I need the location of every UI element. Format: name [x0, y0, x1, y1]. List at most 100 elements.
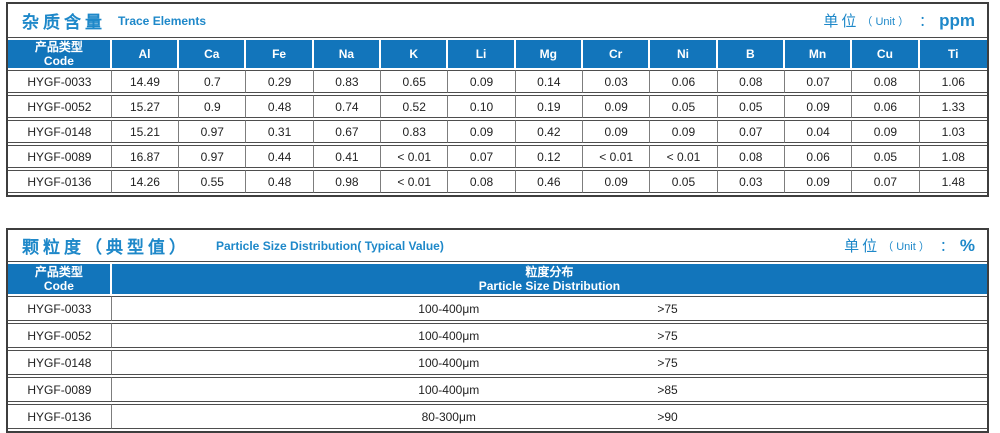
row-code: HYGF-0033 — [8, 70, 112, 93]
table-cell: 0.05 — [717, 95, 785, 118]
trace-elements-title-en: Trace Elements — [118, 13, 207, 28]
row-code: HYGF-0148 — [8, 350, 112, 375]
table-cell: 0.05 — [650, 95, 718, 118]
table-cell: 0.31 — [246, 120, 314, 143]
table-cell: 0.83 — [381, 120, 449, 143]
trace-elements-title-row: 杂质含量 Trace Elements 单位 （ Unit ） ： ppm — [8, 4, 987, 38]
table-cell: 0.08 — [852, 70, 920, 93]
particle-size-table: 产品类型 Code 粒度分布 Particle Size Distributio… — [8, 262, 987, 431]
table-row: HYGF-0148 15.21 0.97 0.31 0.67 0.83 0.09 0.42 0.… — [8, 120, 987, 143]
table-row: HYGF-0089 100-400μm >85 — [8, 377, 987, 402]
percentage-value: >75 — [657, 301, 678, 316]
trace-elements-title-zh: 杂质含量 — [22, 13, 106, 32]
table-cell: 0.9 — [179, 95, 247, 118]
table-cell: 1.08 — [919, 145, 987, 168]
table-cell: 0.09 — [784, 95, 853, 118]
row-code: HYGF-0089 — [8, 377, 112, 402]
table-cell: 1.48 — [919, 170, 987, 193]
size-range-value: 80-300μm — [421, 409, 476, 424]
table-cell: 0.04 — [784, 120, 853, 143]
table-cell: 0.07 — [448, 145, 516, 168]
table-cell: 0.10 — [448, 95, 516, 118]
particle-size-section: 颗粒度（典型值） Particle Size Distribution( Typ… — [6, 228, 989, 433]
table-cell: < 0.01 — [381, 145, 449, 168]
table-cell: 0.74 — [313, 95, 382, 118]
row-code: HYGF-0033 — [8, 296, 112, 321]
distribution-header-zh: 粒度分布 — [525, 265, 574, 279]
table-row: HYGF-0089 16.87 0.97 0.44 0.41 < 0.01 0.07 0.12… — [8, 145, 987, 168]
table-cell: 0.42 — [515, 120, 583, 143]
table-row: HYGF-0052 100-400μm >75 — [8, 323, 987, 348]
percentage-value: >90 — [657, 409, 678, 424]
column-header-fe: Fe — [246, 40, 314, 68]
table-cell: 0.07 — [852, 170, 920, 193]
table-cell: 0.14 — [515, 70, 583, 93]
table-cell: 0.98 — [313, 170, 382, 193]
table-cell: 0.09 — [852, 120, 920, 143]
particle-size-title-row: 颗粒度（典型值） Particle Size Distribution( Typ… — [8, 230, 987, 262]
table-cell: 0.7 — [179, 70, 247, 93]
row-code: HYGF-0148 — [8, 120, 112, 143]
unit-colon: ： — [919, 12, 934, 29]
table-cell: 15.27 — [111, 95, 180, 118]
unit-label-zh: 单位 — [823, 13, 860, 30]
table-cell: 0.55 — [179, 170, 247, 193]
distribution-cell: 100-400μm >75 — [111, 296, 987, 321]
table-cell: 14.26 — [111, 170, 180, 193]
table-cell: 0.19 — [515, 95, 583, 118]
trace-table-body: HYGF-0033 14.49 0.7 0.29 0.83 0.65 0.09 0.14 0.0… — [8, 70, 987, 193]
distribution-header-en: Particle Size Distribution — [478, 279, 621, 293]
row-code: HYGF-0052 — [8, 323, 112, 348]
unit-label-zh: 单位 — [844, 238, 881, 255]
unit-value-ppm: ppm — [939, 10, 975, 30]
table-cell: 0.03 — [583, 70, 651, 93]
column-header-al: Al — [111, 40, 180, 68]
table-cell: 0.65 — [381, 70, 449, 93]
distribution-cell: 100-400μm >85 — [111, 377, 987, 402]
table-cell: 15.21 — [111, 120, 180, 143]
table-cell: 0.05 — [650, 170, 718, 193]
table-row: HYGF-0148 100-400μm >75 — [8, 350, 987, 375]
percentage-value: >75 — [657, 355, 678, 370]
table-cell: 0.83 — [313, 70, 382, 93]
table-cell: 0.29 — [246, 70, 314, 93]
table-cell: 0.08 — [448, 170, 516, 193]
size-range-value: 100-400μm — [418, 382, 480, 397]
table-cell: 1.06 — [919, 70, 987, 93]
size-range-value: 100-400μm — [418, 328, 480, 343]
table-cell: 0.41 — [313, 145, 382, 168]
unit-label-en: （ Unit ） — [861, 15, 910, 28]
table-cell: 0.09 — [583, 95, 651, 118]
table-cell: 0.03 — [717, 170, 785, 193]
column-header-distribution: 粒度分布 Particle Size Distribution — [111, 264, 987, 294]
unit-value-percent: % — [959, 235, 975, 255]
row-code: HYGF-0136 — [8, 404, 112, 429]
column-header-mg: Mg — [515, 40, 583, 68]
table-cell: 0.12 — [515, 145, 583, 168]
table-cell: 0.67 — [313, 120, 382, 143]
table-cell: 0.97 — [179, 145, 247, 168]
column-header-code: 产品类型 Code — [8, 40, 112, 68]
column-header-cu: Cu — [852, 40, 920, 68]
table-cell: 0.44 — [246, 145, 314, 168]
table-cell: 16.87 — [111, 145, 180, 168]
column-header-cr: Cr — [583, 40, 651, 68]
code-header-zh: 产品类型 — [34, 265, 83, 279]
table-cell: 0.09 — [583, 120, 651, 143]
table-cell: 0.05 — [852, 145, 920, 168]
table-cell: 0.08 — [717, 70, 785, 93]
table-row: HYGF-0136 80-300μm >90 — [8, 404, 987, 429]
psd-table-body: HYGF-0033 100-400μm >75 HYGF-0052 100-400μm >… — [8, 296, 987, 429]
table-cell: 0.09 — [448, 120, 516, 143]
distribution-cell: 80-300μm >90 — [111, 404, 987, 429]
table-cell: 0.07 — [784, 70, 853, 93]
table-cell: 0.06 — [852, 95, 920, 118]
row-code: HYGF-0136 — [8, 170, 112, 193]
size-range-value: 100-400μm — [418, 301, 480, 316]
table-row: HYGF-0052 15.27 0.9 0.48 0.74 0.52 0.10 0.19 0.0… — [8, 95, 987, 118]
unit-colon: ： — [939, 237, 954, 254]
table-cell: 0.08 — [717, 145, 785, 168]
size-range-value: 100-400μm — [418, 355, 480, 370]
table-row: HYGF-0033 14.49 0.7 0.29 0.83 0.65 0.09 0.14 0.0… — [8, 70, 987, 93]
table-cell: 0.09 — [650, 120, 718, 143]
